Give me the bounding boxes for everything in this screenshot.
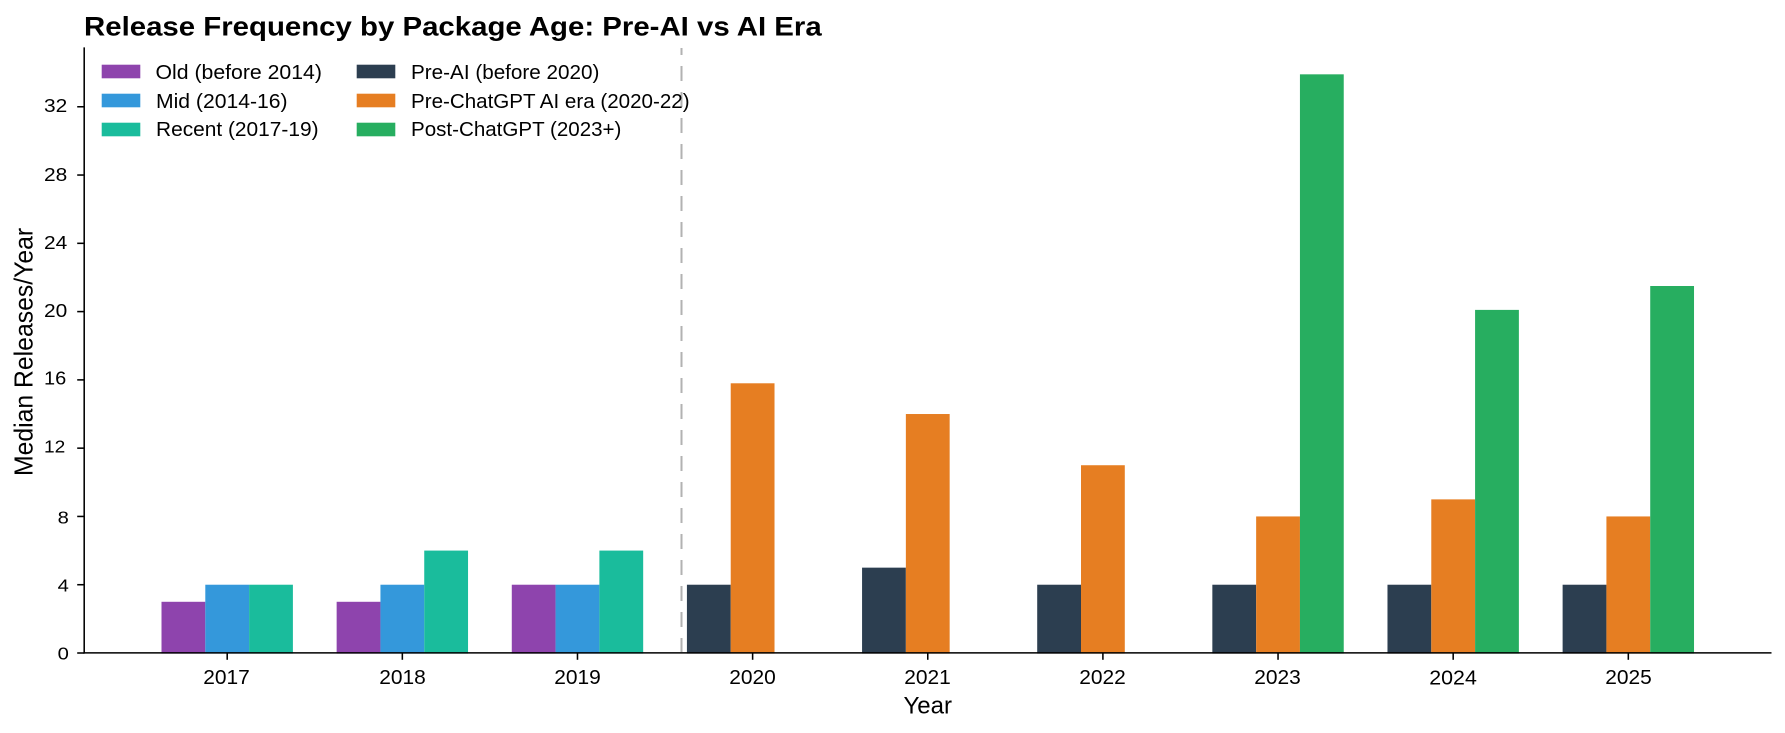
svg-text:2022: 2022	[1079, 667, 1126, 689]
svg-text:2017: 2017	[203, 667, 250, 689]
svg-text:Pre-ChatGPT AI era (2020-22): Pre-ChatGPT AI era (2020-22)	[411, 91, 690, 113]
svg-text:2020: 2020	[729, 667, 776, 689]
svg-text:8: 8	[58, 508, 69, 528]
svg-text:Recent (2017-19): Recent (2017-19)	[156, 119, 319, 141]
svg-text:0: 0	[58, 644, 69, 664]
svg-text:4: 4	[58, 575, 69, 595]
svg-text:Release Frequency by Package A: Release Frequency by Package Age: Pre-AI…	[84, 10, 823, 41]
svg-text:Pre-AI (before 2020): Pre-AI (before 2020)	[411, 62, 599, 84]
svg-text:12: 12	[44, 438, 65, 457]
svg-text:2024: 2024	[1429, 667, 1477, 690]
svg-text:Mid (2014-16): Mid (2014-16)	[156, 91, 288, 113]
svg-text:2021: 2021	[904, 667, 951, 689]
svg-text:Post-ChatGPT (2023+): Post-ChatGPT (2023+)	[411, 119, 621, 141]
svg-text:2018: 2018	[379, 667, 426, 689]
svg-text:2025: 2025	[1605, 667, 1652, 689]
svg-text:24: 24	[44, 233, 67, 254]
svg-text:2019: 2019	[554, 667, 601, 689]
svg-text:28: 28	[44, 165, 67, 186]
svg-text:2023: 2023	[1254, 667, 1301, 689]
svg-text:Old (before 2014): Old (before 2014)	[156, 62, 322, 84]
svg-text:32: 32	[44, 96, 67, 117]
svg-text:16: 16	[44, 368, 66, 388]
svg-text:Median Releases/Year: Median Releases/Year	[11, 228, 39, 476]
svg-text:20: 20	[44, 301, 67, 322]
svg-text:Year: Year	[904, 692, 953, 719]
